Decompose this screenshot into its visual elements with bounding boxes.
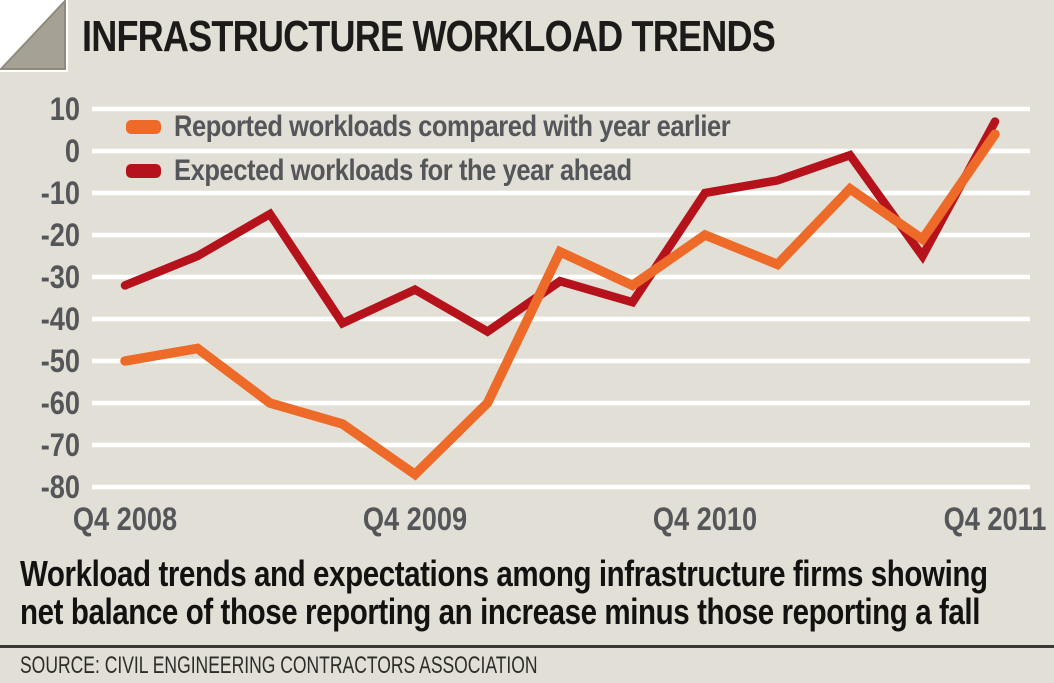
legend-label-reported: Reported workloads compared with year ea… — [174, 110, 731, 143]
expected-series-swatch-icon — [126, 164, 161, 178]
chart-legend: Reported workloads compared with year ea… — [126, 110, 828, 198]
y-tick-label--40: -40 — [40, 301, 80, 337]
caption-line-2: net balance of those reporting an increa… — [20, 591, 981, 632]
corner-fold-triangle-icon — [0, 0, 66, 70]
x-tick-label-q4-2011: Q4 2011 — [943, 501, 1047, 537]
page-title: INFRASTRUCTURE WORKLOAD TRENDS — [82, 12, 776, 61]
source-credit: SOURCE: CIVIL ENGINEERING CONTRACTORS AS… — [20, 652, 538, 679]
reported-series-line — [120, 129, 1000, 481]
y-tick-label--80: -80 — [40, 469, 80, 505]
y-tick-label-10: 10 — [49, 91, 80, 127]
corner-fold — [0, 0, 68, 72]
expected-series-line — [120, 117, 1000, 337]
y-tick-label--20: -20 — [40, 217, 80, 253]
caption-line-1: Workload trends and expectations among i… — [20, 553, 988, 594]
chart-caption: Workload trends and expectations among i… — [20, 555, 988, 631]
y-tick-label--50: -50 — [40, 343, 80, 379]
y-tick-label--60: -60 — [40, 385, 80, 421]
x-tick-label-q4-2009: Q4 2009 — [362, 501, 468, 537]
legend-item-expected: Expected workloads for the year ahead — [126, 154, 828, 188]
y-tick-label--70: -70 — [40, 427, 80, 463]
y-tick-label-0: 0 — [64, 133, 80, 169]
y-tick-label--10: -10 — [40, 175, 80, 211]
legend-item-reported: Reported workloads compared with year ea… — [126, 110, 828, 144]
x-tick-label-q4-2010: Q4 2010 — [652, 501, 758, 537]
legend-label-expected: Expected workloads for the year ahead — [174, 154, 632, 187]
y-tick-label--30: -30 — [40, 259, 80, 295]
x-tick-label-q4-2008: Q4 2008 — [72, 501, 178, 537]
reported-series-swatch-icon — [126, 120, 161, 134]
source-divider — [0, 645, 1054, 648]
